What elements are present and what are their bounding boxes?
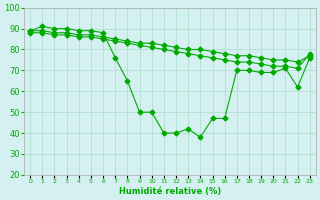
X-axis label: Humidité relative (%): Humidité relative (%) bbox=[119, 187, 221, 196]
